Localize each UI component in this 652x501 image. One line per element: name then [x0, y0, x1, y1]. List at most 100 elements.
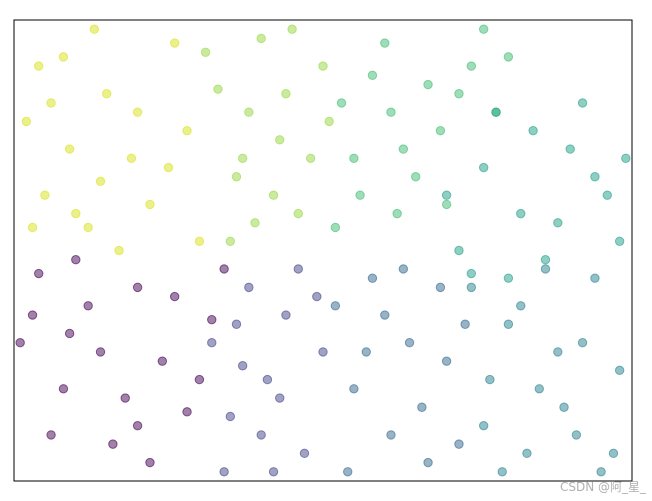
scatter-point — [577, 98, 588, 108]
scatter-point — [454, 439, 464, 449]
scatter-point — [411, 172, 421, 182]
scatter-point — [571, 430, 582, 440]
scatter-point — [89, 24, 100, 34]
scatter-point — [120, 393, 130, 403]
scatter-point — [435, 282, 446, 293]
scatter-point — [268, 190, 279, 200]
scatter-point — [503, 273, 514, 283]
scatter-point — [602, 190, 612, 200]
scatter-point — [485, 374, 495, 385]
scatter-point — [441, 356, 452, 366]
scatter-point — [213, 84, 223, 94]
scatter-point — [64, 144, 75, 154]
scatter-point — [108, 439, 118, 449]
scatter-point — [219, 467, 229, 477]
scatter-point — [534, 384, 544, 394]
watermark: CSDN @阿_星_ — [560, 480, 647, 494]
scatter-point — [40, 190, 50, 200]
scatter-point — [466, 282, 477, 293]
scatter-point — [577, 338, 588, 348]
scatter-point — [367, 273, 378, 283]
scatter-point — [182, 125, 192, 136]
scatter-point — [114, 245, 124, 256]
scatter-point — [256, 430, 266, 440]
scatter-point — [250, 218, 260, 228]
scatter-point — [71, 208, 81, 219]
scatter-point — [608, 448, 619, 459]
scatter-point — [355, 190, 365, 200]
scatter-point — [305, 153, 316, 164]
scatter-point — [83, 222, 93, 233]
scatter-point — [565, 144, 575, 154]
scatter-point — [64, 328, 75, 339]
scatter-point — [516, 208, 526, 219]
scatter-point — [330, 301, 341, 311]
scatter-point — [244, 107, 254, 117]
scatter-point — [503, 52, 514, 62]
scatter-point — [417, 402, 427, 412]
scatter-point — [34, 61, 44, 71]
scatter-point — [380, 310, 390, 320]
scatter-point — [225, 411, 236, 422]
scatter-point — [132, 107, 143, 117]
scatter-point — [491, 107, 501, 117]
scatter-point — [157, 356, 168, 366]
scatter-point — [349, 384, 359, 394]
scatter-point — [293, 208, 303, 219]
scatter-point — [398, 144, 409, 154]
scatter-point — [126, 153, 137, 164]
scatter-point — [590, 273, 600, 283]
scatter-point — [237, 361, 248, 371]
scatter-point — [83, 301, 93, 311]
scatter-point — [336, 98, 347, 108]
scatter-point — [614, 365, 625, 376]
scatter-point — [553, 218, 563, 228]
scatter-point — [386, 107, 396, 117]
scatter-point — [225, 236, 236, 246]
scatter-point — [275, 135, 285, 145]
scatter-point — [169, 38, 180, 48]
scatter-point — [614, 236, 625, 246]
scatter-point — [392, 208, 402, 219]
scatter-point — [231, 172, 242, 182]
scatter-point — [145, 457, 155, 468]
scatter-point — [182, 407, 192, 417]
scatter-point — [95, 347, 106, 357]
scatter-point — [281, 89, 291, 99]
scatter-point — [27, 222, 38, 233]
scatter-point — [441, 190, 452, 200]
scatter-point — [559, 402, 569, 412]
scatter-point — [478, 162, 489, 173]
scatter-point — [528, 125, 538, 136]
scatter-point — [312, 291, 322, 302]
scatter-point — [460, 319, 470, 329]
scatter-point — [95, 176, 106, 187]
scatter-point — [46, 98, 56, 108]
scatter-point — [330, 222, 341, 233]
scatter-point — [299, 448, 310, 459]
scatter-point — [132, 420, 143, 431]
scatter-point — [200, 47, 211, 57]
scatter-point — [58, 384, 69, 394]
scatter-point — [553, 347, 563, 357]
scatter-point — [454, 89, 464, 99]
scatter-point — [58, 52, 69, 62]
scatter-point — [454, 245, 464, 256]
scatter-point — [132, 282, 143, 293]
scatter-point — [237, 153, 248, 164]
scatter-point — [71, 255, 81, 265]
scatter-point — [275, 393, 285, 403]
scatter-point — [423, 457, 433, 468]
scatter-point — [163, 162, 174, 173]
scatter-point — [380, 38, 390, 48]
scatter-point — [256, 33, 266, 44]
scatter-point — [516, 301, 526, 311]
scatter-point — [522, 448, 532, 459]
scatter-point — [244, 282, 254, 293]
scatter-point — [386, 430, 396, 440]
scatter-point — [349, 153, 359, 164]
scatter-point — [621, 153, 631, 164]
scatter-point — [102, 89, 112, 99]
